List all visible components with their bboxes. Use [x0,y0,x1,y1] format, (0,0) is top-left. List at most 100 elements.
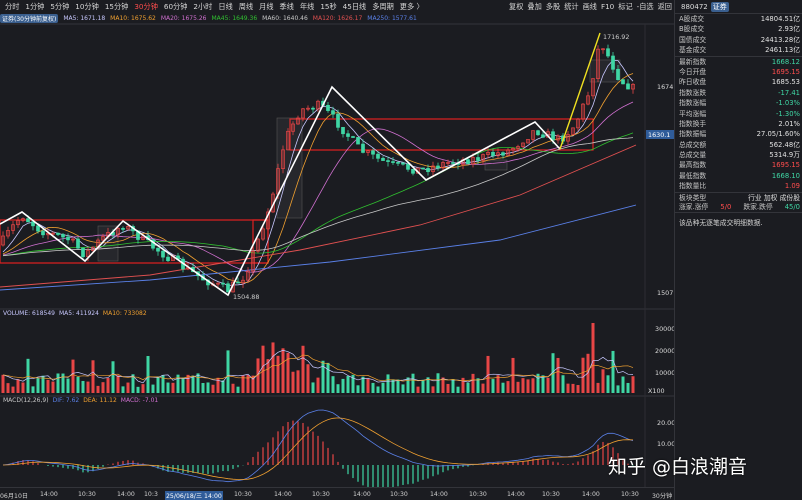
sector-type-value[interactable]: 行业 加权 成份股 [748,193,800,202]
yellow-trendline[interactable] [559,32,601,150]
time-label: 14:00 [353,491,371,498]
volume-bar [531,378,535,393]
index-code: 880472 [681,2,708,11]
volume-bar [161,374,165,393]
toolbar-button[interactable]: -自选 [636,1,654,11]
tick-data-note: 该品种无逐笔成交明细数据. [675,212,802,231]
vol-axis-20000: 20000 [655,347,674,355]
candle [471,157,475,165]
volume-bar [41,375,45,393]
volume-bar [301,345,305,393]
zigzag-trendline[interactable] [0,85,561,297]
volume-bar [16,379,20,393]
toolbar-button[interactable]: 叠加 [527,1,542,11]
candle [16,220,20,226]
volume-bar [526,379,530,393]
kline-chart[interactable]: 1716.92 1504.88 1674 1630.1 1507 30000 2… [0,0,674,487]
stat-label: A股成交 [679,15,705,23]
volume-bar [371,382,375,393]
candle [621,79,625,85]
period-tab[interactable]: 45日线 [342,1,367,11]
stat-label: 指数涨幅 [679,99,707,108]
volume-bar [21,382,25,393]
period-tab[interactable]: 60分钟 [163,1,188,11]
period-tab[interactable]: 更多 〉 [399,1,424,11]
candle [326,104,330,111]
turnover-section: A股成交 14804.51亿 B股成交 2.93亿 国债成交 24413.28亿 基金成交 2… [675,13,802,56]
toolbar-button[interactable]: 多股 [545,1,561,11]
period-tab[interactable]: 分时 [5,1,20,11]
candle [421,167,425,170]
price-label-1630: 1630.1 [648,131,670,139]
period-tab[interactable]: 季线 [279,1,294,11]
period-tab[interactable]: 2小时 [193,1,213,11]
volume-bar [541,375,545,393]
period-tab[interactable]: 10分钟 [75,1,99,11]
toolbar-button[interactable]: 画线 [582,1,597,11]
volume-bar [321,360,325,393]
candle [21,218,25,221]
candle [226,283,230,293]
volume-bar [446,383,450,393]
high-price-mark: 1716.92 [603,33,629,41]
candle [371,150,375,155]
time-label: 10:30 [390,491,408,498]
candle [56,232,60,235]
volume-bar [196,373,200,393]
toolbar-button[interactable]: 统计 [564,1,579,11]
period-tab[interactable]: 1分钟 [25,1,45,11]
stat-value: 2461.13亿 [765,46,800,55]
candle [566,134,570,142]
volume-bar [81,380,85,393]
volume-bar [546,377,550,393]
range-box[interactable] [289,118,594,151]
period-tab[interactable]: 多周期 [372,1,394,11]
volume-bar [381,382,385,393]
volume-bar [331,376,335,393]
period-tab[interactable]: 15秒 [320,1,337,11]
time-label: 25/06/18/三 14:00 [165,491,223,500]
volume-bar [336,384,340,393]
period-tab[interactable]: 30分钟 [134,1,158,11]
toolbar-button[interactable]: F10 [600,2,615,11]
period-tab[interactable]: 周线 [238,1,254,11]
time-label: 10:30 [234,491,252,498]
stat-value: -17.41 [778,88,800,97]
candle [481,154,485,161]
volume-bar [166,382,170,393]
stat-value: 2.93亿 [778,25,800,34]
period-tab[interactable]: 日线 [218,1,233,11]
period-tab[interactable]: 年线 [299,1,315,11]
candle [496,152,500,157]
candle [611,55,615,70]
candle [356,137,360,145]
stat-row: 指数量比 1.09 [675,181,802,191]
ma120-line [0,144,637,288]
volume-bar [491,379,495,393]
period-tab[interactable]: 15分钟 [104,1,129,11]
volume-bar [86,381,90,393]
candle [306,107,310,110]
candle [446,162,450,164]
candle [11,224,15,231]
candle [251,250,255,272]
stat-label: 最低指数 [679,171,707,180]
stat-value: 562.48亿 [769,140,800,149]
candle [316,100,320,110]
volume-bar [31,386,35,393]
volume-bar [566,383,570,393]
toolbar-button[interactable]: 标记 [618,1,633,11]
volume-bar [76,376,80,393]
toolbar-button[interactable]: 复权 [509,1,524,11]
stat-label: 平均涨幅 [679,109,707,118]
volume-bar [91,360,95,393]
candle [121,228,125,230]
right-toolbar: 复权 叠加 多股 统计 画线 F10 标记 -自选 返回 [498,0,672,13]
stat-row: 昨日收盘 1685.53 [675,77,802,87]
candle [466,159,470,165]
candle [426,168,430,173]
toolbar-button[interactable]: 返回 [657,1,672,11]
ma45-line [2,132,634,256]
period-tab[interactable]: 5分钟 [50,1,70,11]
period-tab[interactable]: 月线 [259,1,274,11]
